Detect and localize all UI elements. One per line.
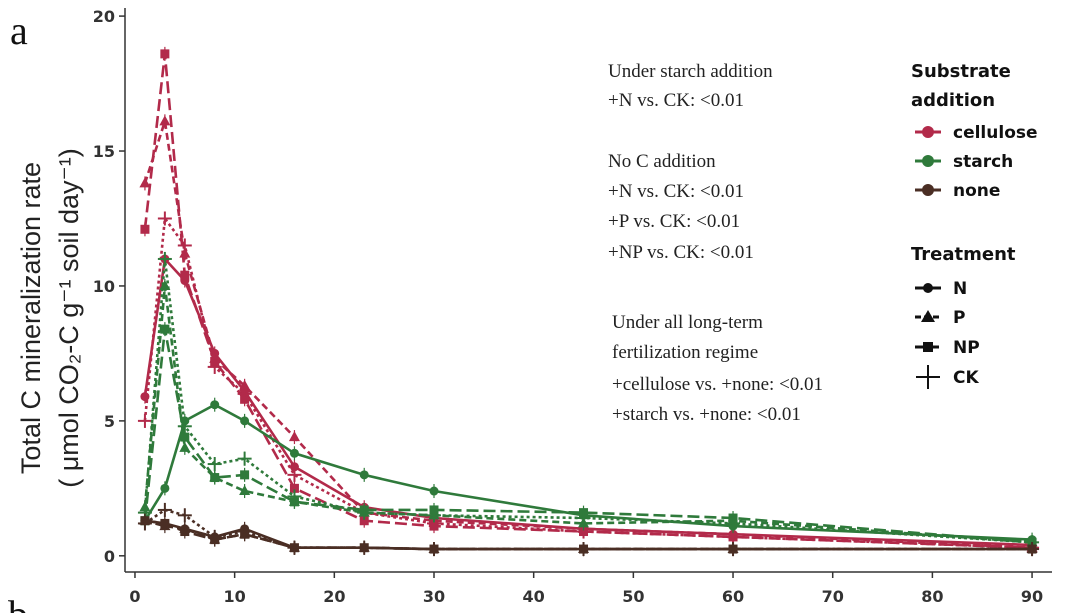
data-point <box>160 518 170 528</box>
annotation-starch-n: +N vs. CK: <0.01 <box>608 90 744 111</box>
legend-starch-label: starch <box>953 152 1013 172</box>
y-axis-label: Total C mineralization rate ( μmol CO₂-C… <box>16 148 84 488</box>
annotations: Under starch addition +N vs. CK: <0.01 N… <box>608 61 823 425</box>
series-line <box>143 53 1033 549</box>
data-point <box>239 485 251 496</box>
legend-none-swatch <box>922 184 934 196</box>
x-tick-label: 80 <box>921 587 943 606</box>
legend-item-ck: CK <box>916 365 979 389</box>
data-point <box>429 486 439 496</box>
axes: 0 5 10 15 20 0 10 20 30 40 50 60 70 80 90 <box>93 7 1052 606</box>
data-point <box>359 470 369 480</box>
series-line <box>143 285 1033 544</box>
annotation-noc-p: +P vs. CK: <0.01 <box>608 211 740 232</box>
data-point <box>160 483 170 493</box>
y-axis-label-line2: ( μmol CO₂-C g⁻¹ soil day⁻¹) <box>54 148 84 488</box>
series-starch-CK <box>137 251 1040 550</box>
legend-p-label: P <box>953 308 965 328</box>
data-point <box>289 448 299 458</box>
legend-item-cellulose: cellulose <box>915 123 1038 143</box>
panel-label: a <box>10 8 28 53</box>
annotation-all-cellulose: +cellulose vs. +none: <0.01 <box>612 374 823 395</box>
data-point <box>180 270 190 280</box>
series-line <box>143 215 1033 549</box>
legend-item-starch: starch <box>915 152 1013 172</box>
annotation-noc-np: +NP vs. CK: <0.01 <box>608 242 754 263</box>
legend-item-np: NP <box>915 338 980 358</box>
x-tick-label: 20 <box>323 587 345 606</box>
series-cellulose-NP <box>140 46 1037 555</box>
legend-cellulose-swatch <box>922 126 934 138</box>
annotation-starch-title: Under starch addition <box>608 61 773 82</box>
legend-np-square-icon <box>923 342 933 352</box>
series-line <box>143 256 1033 547</box>
data-point <box>289 483 299 493</box>
legend-n-label: N <box>953 279 967 299</box>
legend-substrate-title-2: addition <box>911 90 995 111</box>
series-cellulose-N <box>140 251 1037 553</box>
series-line <box>143 328 1033 544</box>
data-point <box>159 115 171 126</box>
legend-item-p: P <box>915 308 965 328</box>
y-tick-label: 10 <box>93 277 115 296</box>
series-starch-P <box>139 278 1038 550</box>
annotation-noc-n: +N vs. CK: <0.01 <box>608 181 744 202</box>
x-tick-label: 90 <box>1021 587 1043 606</box>
x-tick-label: 30 <box>423 587 445 606</box>
data-point <box>160 49 170 59</box>
data-point <box>160 324 170 334</box>
legend: Substrate addition cellulose starch none… <box>911 61 1038 389</box>
y-tick-label: 20 <box>93 7 115 26</box>
next-panel-label: b <box>8 592 28 613</box>
annotation-all-title: Under all long-term <box>612 312 763 333</box>
series-cellulose-P <box>139 114 1038 555</box>
data-point <box>240 470 250 480</box>
x-tick-label: 40 <box>523 587 545 606</box>
annotation-all-regime: fertilization regime <box>612 342 758 363</box>
series-cellulose-CK <box>137 211 1040 555</box>
data-point <box>240 416 250 426</box>
legend-item-n: N <box>915 279 967 299</box>
legend-starch-swatch <box>922 155 934 167</box>
data-point <box>239 379 251 390</box>
data-point <box>289 462 299 472</box>
x-tick-label: 0 <box>129 587 140 606</box>
legend-ck-label: CK <box>953 368 979 388</box>
data-point <box>210 400 220 410</box>
data-point <box>139 177 151 188</box>
series-line <box>143 120 1033 549</box>
plot-area <box>137 46 1040 557</box>
y-axis-label-line1: Total C mineralization rate <box>16 162 46 474</box>
legend-n-circle-icon <box>923 283 933 293</box>
data-point <box>180 432 190 442</box>
data-point <box>140 224 150 234</box>
y-tick-label: 15 <box>93 142 115 161</box>
legend-cellulose-label: cellulose <box>953 123 1038 143</box>
annotation-noc-title: No C addition <box>608 151 716 172</box>
legend-p-triangle-icon <box>921 310 935 322</box>
annotation-all-starch: +starch vs. +none: <0.01 <box>612 404 801 425</box>
series-none-CK <box>137 502 1040 557</box>
legend-np-label: NP <box>953 338 980 358</box>
x-tick-label: 10 <box>224 587 246 606</box>
legend-none-label: none <box>953 181 1000 201</box>
x-tick-label: 60 <box>722 587 744 606</box>
y-tick-label: 5 <box>104 412 115 431</box>
data-point <box>179 441 191 452</box>
legend-substrate-title-1: Substrate <box>911 61 1011 82</box>
x-tick-label: 70 <box>822 587 844 606</box>
y-tick-label: 0 <box>104 547 115 566</box>
data-point <box>359 516 369 526</box>
data-point <box>210 473 220 483</box>
legend-item-none: none <box>915 181 1000 201</box>
series-line <box>143 258 1033 544</box>
legend-treatment-title: Treatment <box>911 244 1016 265</box>
data-point <box>288 431 300 442</box>
x-tick-label: 50 <box>622 587 644 606</box>
data-point <box>180 527 190 537</box>
